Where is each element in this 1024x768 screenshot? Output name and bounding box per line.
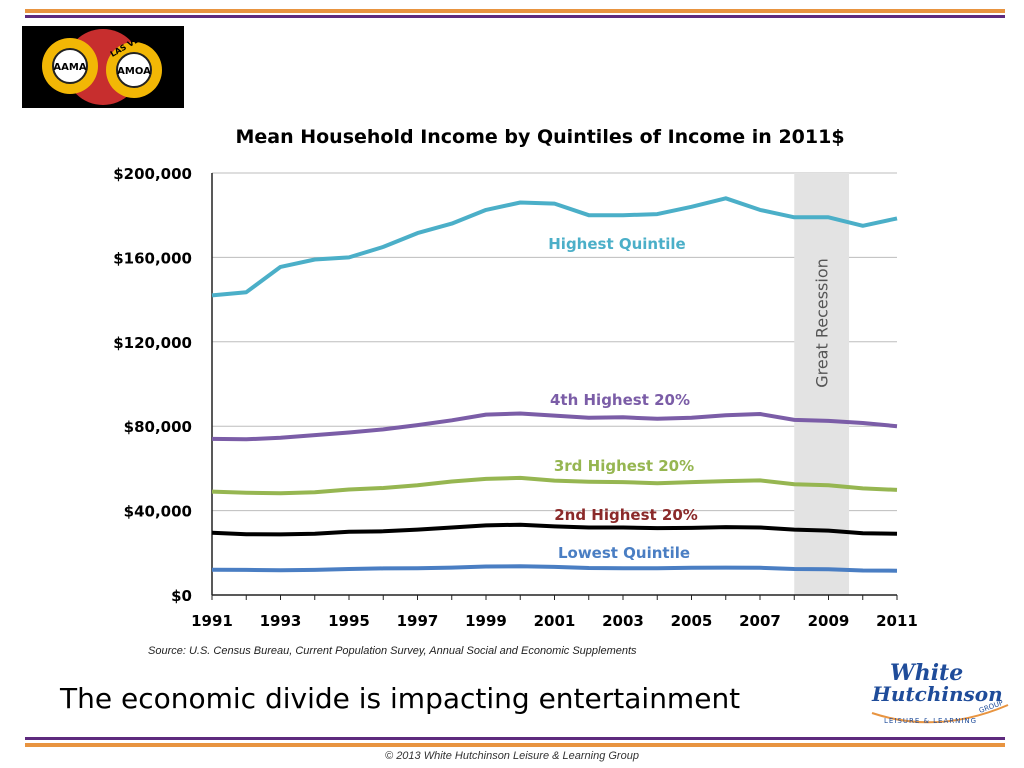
- source-note: Source: U.S. Census Bureau, Current Popu…: [148, 645, 637, 657]
- chart-axes: $0 $40,000 $80,000 $120,000 $160,000 $200,000…: [113, 165, 918, 630]
- y-tick-label: $40,000: [124, 503, 192, 521]
- chart-title: Mean Household Income by Quintiles of In…: [235, 126, 844, 148]
- x-tick-label: 1997: [397, 612, 439, 630]
- wh-logo-tagline: LEISURE & LEARNING: [884, 717, 977, 725]
- series-line-second: [211, 522, 898, 537]
- slide-headline: The economic divide is impacting enterta…: [60, 682, 741, 715]
- series-label-third: 3rd Highest 20%: [554, 457, 694, 475]
- footer-rule-purple: [25, 737, 1005, 740]
- wh-logo-line1: White: [890, 660, 963, 686]
- y-tick-label: $0: [171, 587, 192, 605]
- y-tick-label: $160,000: [113, 249, 192, 267]
- y-tick-label: $120,000: [113, 334, 192, 352]
- x-tick-label: 2005: [671, 612, 713, 630]
- series-label-highest: Highest Quintile: [548, 235, 685, 253]
- y-tick-label: $200,000: [113, 165, 192, 183]
- series-label-lowest: Lowest Quintile: [558, 544, 690, 562]
- x-tick-label: 1999: [465, 612, 507, 630]
- x-tick-label: 1995: [328, 612, 370, 630]
- header-rule-purple: [25, 15, 1005, 18]
- x-tick-label: 1993: [260, 612, 302, 630]
- x-tick-label: 2009: [808, 612, 850, 630]
- series-label-second: 2nd Highest 20%: [554, 506, 698, 524]
- footer-rule-orange: [25, 743, 1005, 747]
- x-tick-label: 2011: [876, 612, 918, 630]
- wh-logo-line2: Hutchinson: [871, 682, 1003, 706]
- copyright-footer: © 2013 White Hutchinson Leisure & Learni…: [385, 750, 639, 762]
- series-line-lowest: [211, 564, 898, 573]
- chart-series: [211, 196, 898, 573]
- conference-logo: AAMA AMOA LAS VEGAS, NV MARCH 20-22: [22, 26, 184, 108]
- conference-logo-art: AAMA AMOA LAS VEGAS, NV MARCH 20-22: [41, 26, 174, 108]
- series-line-third: [211, 475, 898, 496]
- x-tick-label: 2003: [602, 612, 644, 630]
- white-hutchinson-logo: White Hutchinson LEISURE & LEARNING GROU…: [871, 660, 1009, 725]
- x-tick-label: 1991: [191, 612, 233, 630]
- income-chart: $0 $40,000 $80,000 $120,000 $160,000 $200,000…: [113, 126, 918, 630]
- recession-label: Great Recession: [813, 258, 832, 388]
- logo-badge1-text: AAMA: [53, 62, 86, 73]
- series-labels: Highest Quintile 4th Highest 20% 3rd Highe…: [548, 235, 698, 562]
- logo-badge2-text: AMOA: [117, 66, 151, 77]
- series-line-fourth: [211, 411, 898, 442]
- header-rule-orange: [25, 9, 1005, 13]
- recession-band: [794, 173, 850, 595]
- x-tick-label: 2007: [739, 612, 781, 630]
- x-tick-label: 2001: [534, 612, 576, 630]
- series-label-fourth: 4th Highest 20%: [550, 391, 690, 409]
- series-line-highest: [211, 196, 898, 298]
- y-tick-label: $80,000: [124, 418, 192, 436]
